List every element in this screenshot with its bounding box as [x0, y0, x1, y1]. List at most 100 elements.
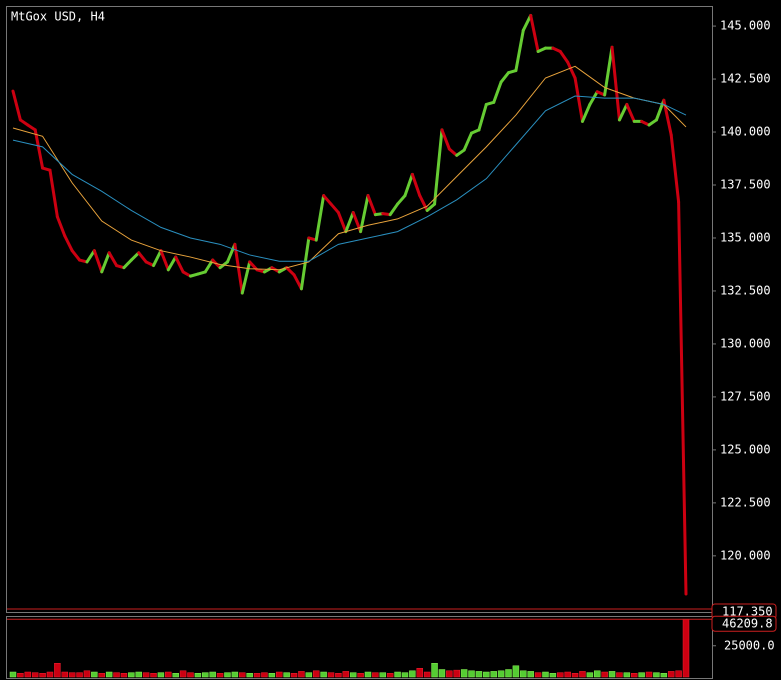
volume-bar: [165, 671, 172, 678]
price-segment: [514, 28, 525, 73]
price-segment: [529, 13, 540, 54]
price-segment: [558, 50, 570, 64]
price-segment: [462, 131, 474, 152]
price-segment: [603, 45, 614, 97]
volume-bar: [534, 672, 542, 678]
volume-bar: [505, 669, 512, 678]
volume-bar: [157, 672, 165, 678]
price-segment: [92, 249, 104, 274]
volume-bar: [608, 671, 616, 678]
volume-bar: [475, 671, 483, 678]
price-segment: [240, 260, 252, 295]
price-segment: [314, 194, 326, 242]
price-segment: [33, 128, 45, 170]
price-segment: [677, 200, 688, 596]
volume-bar: [453, 669, 460, 678]
volume-bar: [142, 672, 150, 678]
volume-bar: [542, 671, 549, 678]
y-tick-label: 142.500: [720, 72, 771, 86]
price-segment: [63, 234, 74, 253]
moving-average: [12, 65, 687, 271]
y-tick-label: 125.000: [720, 442, 771, 456]
volume-bar: [24, 671, 32, 678]
price-segment: [588, 90, 599, 106]
volume-bar: [638, 672, 645, 678]
price-segment: [499, 71, 511, 84]
volume-bar: [76, 672, 83, 678]
volume-bar: [571, 673, 579, 678]
price-segment: [166, 255, 178, 272]
volume-bar: [246, 673, 253, 678]
price-segment: [359, 194, 370, 234]
volume-bar: [216, 673, 224, 678]
volume-bar: [401, 672, 409, 678]
price-segment: [225, 242, 237, 264]
price-segment: [580, 102, 592, 123]
volume-bar: [386, 673, 394, 678]
volume-bar: [68, 672, 76, 678]
volume-bar: [630, 673, 638, 678]
price-segment: [425, 202, 437, 212]
price-segment: [11, 89, 22, 122]
volume-bar: [497, 670, 505, 678]
volume-bar: [312, 670, 320, 678]
chart-title: MtGox USD, H4: [11, 10, 105, 24]
price-segment: [329, 202, 340, 215]
volume-bar: [586, 672, 594, 678]
volume-bar: [557, 672, 564, 678]
price-segment: [455, 148, 466, 157]
price-segment: [388, 202, 400, 217]
volume-bar: [39, 673, 46, 678]
volume-bar: [431, 663, 438, 678]
volume-bar: [520, 670, 527, 678]
volume-bar: [275, 671, 283, 678]
volume-bar: [335, 673, 342, 678]
price-segment: [85, 249, 96, 264]
price-segment: [159, 249, 170, 272]
volume-bar: [179, 670, 187, 678]
y-tick-label: 25000.0: [724, 638, 775, 652]
price-segment: [566, 60, 577, 80]
volume-bar: [17, 673, 24, 678]
price-segment: [344, 211, 355, 234]
volume-bar: [135, 671, 142, 678]
price-segment: [477, 102, 488, 132]
volume-bar: [187, 672, 194, 678]
price-segment: [447, 147, 459, 157]
volume-bar: [460, 669, 468, 678]
volume-bar: [645, 671, 653, 678]
volume-bar: [527, 671, 534, 678]
volume-bar: [98, 673, 105, 678]
volume-bar: [409, 670, 416, 678]
volume-bar: [616, 672, 623, 678]
price-segment: [396, 194, 407, 206]
price-segment: [70, 249, 82, 262]
volume-bar: [394, 671, 401, 678]
volume-bar: [172, 673, 179, 678]
price-segment: [55, 215, 67, 238]
y-tick-label: 145.000: [720, 19, 771, 33]
price-segment: [336, 211, 348, 234]
y-tick-label: 137.500: [720, 178, 771, 192]
volume-bar: [601, 671, 608, 678]
price-segment: [152, 249, 163, 268]
price-segment: [351, 211, 363, 234]
volume-bar: [268, 673, 276, 678]
price-segment: [233, 242, 244, 295]
volume-bar: [209, 671, 216, 678]
price-segment: [617, 102, 629, 122]
volume-bar: [298, 671, 305, 678]
price-segment: [654, 98, 666, 122]
price-segment: [440, 128, 451, 151]
volume-bar: [91, 671, 98, 678]
price-segment: [322, 194, 333, 206]
volume-bar: [342, 671, 350, 678]
volume-bar: [512, 665, 520, 678]
volume-bar: [682, 618, 690, 678]
volume-bar: [372, 672, 379, 678]
price-segment: [403, 172, 414, 198]
price-segment: [433, 128, 444, 206]
price-segment: [573, 76, 584, 123]
price-segment: [285, 266, 296, 277]
volume-bar: [423, 671, 431, 678]
